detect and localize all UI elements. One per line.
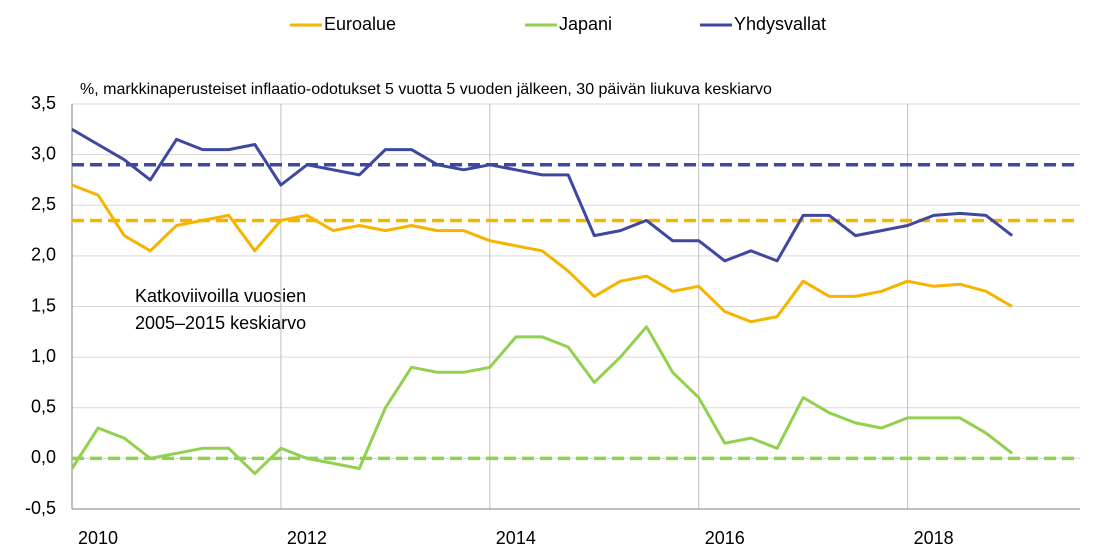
y-tick-label: 0,0 bbox=[31, 447, 56, 467]
y-tick-label: 0,5 bbox=[31, 397, 56, 417]
x-tick-label: 2018 bbox=[914, 528, 954, 548]
y-tick-label: 1,5 bbox=[31, 295, 56, 315]
legend-label: Japani bbox=[559, 14, 612, 34]
y-tick-label: 3,5 bbox=[31, 93, 56, 113]
legend-label: Yhdysvallat bbox=[734, 14, 826, 34]
legend-item: Yhdysvallat bbox=[700, 14, 826, 34]
x-tick-label: 2010 bbox=[78, 528, 118, 548]
annotation: Katkoviivoilla vuosien bbox=[135, 286, 306, 306]
y-tick-label: -0,5 bbox=[25, 498, 56, 518]
y-tick-label: 1,0 bbox=[31, 346, 56, 366]
series-line bbox=[70, 325, 1014, 476]
x-tick-label: 2016 bbox=[705, 528, 745, 548]
legend-item: Euroalue bbox=[290, 14, 396, 34]
annotation: 2005–2015 keskiarvo bbox=[135, 313, 306, 333]
y-tick-label: 2,5 bbox=[31, 194, 56, 214]
series-line bbox=[71, 128, 1014, 263]
x-tick-label: 2012 bbox=[287, 528, 327, 548]
x-tick-label: 2014 bbox=[496, 528, 536, 548]
legend-item: Japani bbox=[525, 14, 612, 34]
y-tick-label: 2,0 bbox=[31, 245, 56, 265]
y-tick-label: 3,0 bbox=[31, 143, 56, 163]
legend-label: Euroalue bbox=[324, 14, 396, 34]
chart-subtitle: %, markkinaperusteiset inflaatio-odotuks… bbox=[80, 81, 772, 98]
series-line bbox=[71, 183, 1013, 324]
